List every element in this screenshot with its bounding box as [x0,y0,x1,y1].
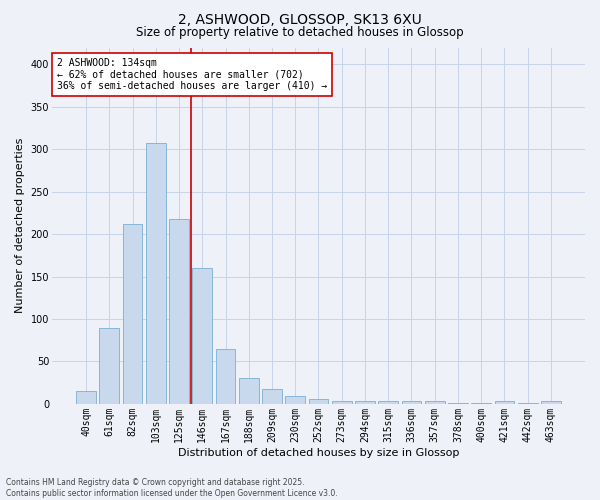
Y-axis label: Number of detached properties: Number of detached properties [15,138,25,314]
Bar [308,399,328,404]
Bar [239,378,259,404]
Bar [355,402,375,404]
Bar [169,219,189,404]
Text: Size of property relative to detached houses in Glossop: Size of property relative to detached ho… [136,26,464,39]
Bar [122,224,142,404]
Bar [401,402,421,404]
Bar [332,402,352,404]
Bar [193,268,212,404]
Bar [494,402,514,404]
Bar [100,328,119,404]
Bar [146,144,166,404]
Bar [262,388,282,404]
Bar [286,396,305,404]
Bar [518,403,538,404]
Bar [541,402,561,404]
Bar [471,403,491,404]
X-axis label: Distribution of detached houses by size in Glossop: Distribution of detached houses by size … [178,448,459,458]
Bar [448,403,468,404]
Text: Contains HM Land Registry data © Crown copyright and database right 2025.
Contai: Contains HM Land Registry data © Crown c… [6,478,338,498]
Bar [425,402,445,404]
Text: 2 ASHWOOD: 134sqm
← 62% of detached houses are smaller (702)
36% of semi-detache: 2 ASHWOOD: 134sqm ← 62% of detached hous… [57,58,328,92]
Text: 2, ASHWOOD, GLOSSOP, SK13 6XU: 2, ASHWOOD, GLOSSOP, SK13 6XU [178,12,422,26]
Bar [215,349,235,404]
Bar [76,391,96,404]
Bar [379,402,398,404]
